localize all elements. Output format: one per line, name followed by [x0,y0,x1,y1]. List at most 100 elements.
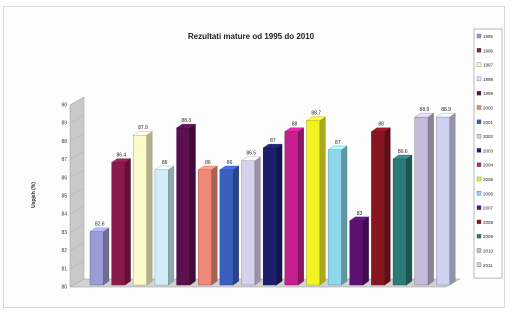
bar-front [327,149,342,286]
gridline [69,260,85,269]
bar-2006: 87 [327,140,348,286]
bar-top [89,227,110,232]
gridline [69,187,85,197]
bar-side [124,158,131,286]
bar-front [89,231,104,286]
data-label: 87 [270,138,276,144]
bar-front [349,220,364,286]
bar-side [146,131,153,286]
y-tick-label: 80 [61,285,67,291]
legend-item-1998: 1998 [476,76,494,82]
bar-2000: 86 [197,160,218,286]
legend-label: 2000 [483,106,494,111]
gridline [69,278,85,288]
bar-front [111,162,126,286]
bar-side [341,145,348,286]
legend-swatch [476,191,482,196]
legend-item-2000: 2000 [476,105,494,111]
legend: 1995 1996 1997 1998 1999 2000 2001 2002 2003 2004… [473,28,503,279]
bar-front [133,135,147,286]
y-axis-ticks: 80 81 82 83 84 85 86 87 88 89 90 [61,96,85,291]
bar-front [241,160,256,286]
bar-side [103,227,110,286]
y-tick-label: 82 [61,248,67,254]
bar-top [414,113,435,118]
legend-swatch [476,176,482,182]
data-label: 88.7 [311,111,321,117]
bar-top [241,156,261,161]
legend-item-2001: 2001 [476,119,494,125]
legend-label: 2008 [483,220,494,225]
bar-1995: 82.6 [89,222,110,286]
bar-2005: 88.7 [305,111,326,286]
legend-label: 2010 [483,249,494,254]
legend-label: 2002 [483,134,494,139]
bar-front [154,169,169,286]
gridline [69,115,85,124]
bar-side [233,165,239,286]
y-tick-label: 90 [61,103,67,109]
legend-swatch [476,105,482,110]
bar-1996: 86.4 [111,153,132,286]
data-label: 83 [357,211,363,217]
legend-label: 1997 [483,63,494,68]
bar-side [276,143,283,286]
gridline [69,151,85,160]
bar-1997: 87.9 [132,125,153,286]
legend-item-2002: 2002 [476,133,494,139]
bar-side [168,165,175,286]
bar-front [436,116,450,286]
bar-top [327,145,348,150]
bar-2003: 87 [262,138,283,286]
data-label: 86 [205,160,211,166]
bar-side [363,216,369,286]
y-tick-label: 84 [61,212,67,218]
legend-label: 2001 [483,120,494,125]
legend-item-1999: 1999 [476,91,494,96]
bar-2008: 88 [370,122,391,286]
data-label: 86.4 [116,153,126,159]
legend-item-2003: 2003 [476,148,494,153]
legend-swatch [476,248,482,253]
y-tick-label: 88 [61,139,67,145]
chart-title: Rezultati mature od 1995 do 2010 [188,32,315,41]
bar-side [211,165,218,286]
legend-label: 2005 [483,177,494,182]
data-label: 88 [378,122,384,128]
bar-side [319,116,326,286]
gridline [69,242,85,251]
legend-item-2006: 2006 [476,191,494,196]
legend-item-1995: 1995 [476,33,494,39]
legend-label: 1998 [483,77,494,82]
legend-label: 1999 [483,91,494,96]
legend-label: 2004 [483,163,494,168]
legend-item-1996: 1996 [476,48,494,53]
gridline [69,96,85,106]
data-label: 86.6 [398,149,408,155]
bar-top [176,123,196,129]
bar-top [219,165,240,170]
bar-top [305,116,326,121]
data-label: 88.9 [441,107,451,113]
data-label: 86.5 [246,151,256,157]
bar-front [198,169,212,286]
bar-front [284,131,299,286]
bar-side [406,154,413,286]
bar-side [384,127,391,286]
legend-swatch [476,91,482,96]
bar-1998: 86 [154,160,175,286]
bar-side [254,156,261,286]
legend-label: 2003 [483,148,494,153]
legend-swatch [476,133,482,139]
y-tick-label: 87 [61,157,67,163]
gridline [69,224,85,233]
y-tick-label: 86 [61,175,67,181]
bar-top [349,216,370,221]
bar-top [284,127,305,132]
legend-label: 2011 [483,263,493,268]
data-label: 88.9 [420,107,430,113]
legend-swatch [476,148,482,153]
bar-2009: 86.6 [392,149,413,286]
bar-front [392,158,407,286]
legend-swatch [476,48,482,53]
